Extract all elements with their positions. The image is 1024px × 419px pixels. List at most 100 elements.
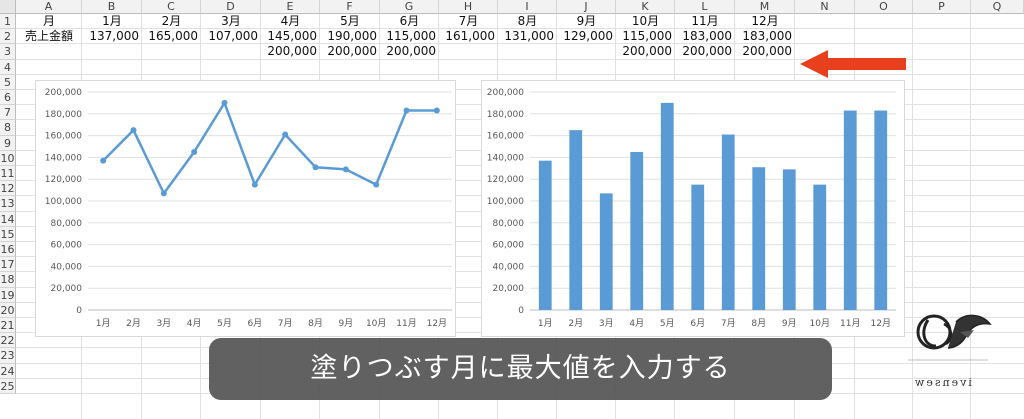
column-header-e[interactable]: E — [261, 0, 320, 14]
cell-f1[interactable]: 5月 — [340, 14, 360, 28]
column-header-d[interactable]: D — [201, 0, 261, 14]
cell-f3[interactable]: 200,000 — [327, 44, 377, 59]
row-header-8[interactable]: 8 — [0, 120, 16, 136]
row-header-1[interactable]: 1 — [0, 14, 16, 30]
cell-j1[interactable]: 9月 — [576, 14, 597, 28]
cell-e1[interactable]: 4月 — [280, 14, 301, 28]
row-header-12[interactable]: 12 — [0, 181, 16, 197]
row-header-24[interactable]: 24 — [0, 363, 16, 379]
x-tick-label: 7月 — [278, 318, 293, 329]
data-point — [160, 190, 167, 197]
column-header-k[interactable]: K — [616, 0, 675, 14]
cell-m2[interactable]: 183,000 — [742, 29, 792, 44]
column-header-j[interactable]: J — [557, 0, 616, 14]
x-tick-label: 3月 — [599, 318, 614, 329]
data-point — [373, 181, 380, 188]
data-point — [130, 127, 137, 134]
column-header-n[interactable]: N — [795, 0, 855, 14]
cell-e3[interactable]: 200,000 — [267, 44, 317, 59]
column-header-o[interactable]: O — [855, 0, 913, 14]
column-header-a[interactable]: A — [16, 0, 82, 14]
y-tick-label: 160,000 — [45, 132, 82, 142]
column-header-g[interactable]: G — [380, 0, 439, 14]
cell-m1[interactable]: 12月 — [751, 14, 779, 28]
column-header-i[interactable]: I — [498, 0, 557, 14]
row-header-15[interactable]: 15 — [0, 226, 16, 242]
cell-c1[interactable]: 2月 — [161, 14, 182, 28]
cell-a2[interactable]: 売上金額 — [24, 29, 73, 44]
cell-f2[interactable]: 190,000 — [327, 29, 377, 44]
row-header-10[interactable]: 10 — [0, 150, 16, 166]
column-header-b[interactable]: B — [82, 0, 142, 14]
bar — [538, 160, 552, 310]
cell-l1[interactable]: 11月 — [691, 14, 719, 28]
y-tick-label: 60,000 — [51, 241, 83, 251]
cell-c2[interactable]: 165,000 — [148, 29, 198, 44]
row-header-11[interactable]: 11 — [0, 166, 16, 182]
cell-l2[interactable]: 183,000 — [682, 29, 732, 44]
row-gridline — [16, 58, 1024, 60]
y-tick-label: 120,000 — [45, 175, 82, 185]
x-tick-label: 6月 — [247, 318, 262, 329]
y-tick-label: 0 — [518, 306, 524, 316]
x-tick-label: 9月 — [782, 318, 797, 329]
cell-e2[interactable]: 145,000 — [267, 29, 317, 44]
row-header-4[interactable]: 4 — [0, 59, 16, 75]
column-header-l[interactable]: L — [675, 0, 735, 14]
bar — [691, 184, 705, 310]
column-header-m[interactable]: M — [735, 0, 795, 14]
column-header-q[interactable]: Q — [971, 0, 1024, 14]
cell-g1[interactable]: 6月 — [399, 14, 420, 28]
cell-h1[interactable]: 7月 — [458, 14, 479, 28]
cell-j2[interactable]: 129,000 — [563, 29, 613, 44]
cell-k3[interactable]: 200,000 — [622, 44, 672, 59]
cell-g3[interactable]: 200,000 — [386, 44, 436, 59]
column-header-p[interactable]: P — [913, 0, 971, 14]
cell-i2[interactable]: 131,000 — [504, 29, 554, 44]
row-header-22[interactable]: 22 — [0, 333, 16, 349]
row-header-5[interactable]: 5 — [0, 74, 16, 90]
cell-i1[interactable]: 8月 — [517, 14, 538, 28]
line-chart[interactable]: 0 20,000 40,000 60,000 80,000 100,000 120,000 1… — [35, 80, 456, 337]
row-header-25[interactable]: 25 — [0, 378, 16, 394]
cell-k2[interactable]: 115,000 — [622, 29, 672, 44]
cell-d2[interactable]: 107,000 — [208, 29, 258, 44]
row-header-9[interactable]: 9 — [0, 135, 16, 151]
row-header-7[interactable]: 7 — [0, 105, 16, 121]
column-header-c[interactable]: C — [142, 0, 201, 14]
row-header-18[interactable]: 18 — [0, 272, 16, 288]
select-all-corner[interactable] — [0, 0, 16, 14]
x-tick-label: 1月 — [538, 318, 553, 329]
cell-d1[interactable]: 3月 — [221, 14, 241, 28]
cell-m3[interactable]: 200,000 — [742, 44, 792, 59]
row-header-21[interactable]: 21 — [0, 318, 16, 334]
cell-k1[interactable]: 10月 — [631, 14, 660, 28]
cell-b2[interactable]: 137,000 — [89, 29, 139, 44]
row-header-16[interactable]: 16 — [0, 242, 16, 258]
row-header-23[interactable]: 23 — [0, 348, 16, 364]
row-header-2[interactable]: 2 — [0, 29, 16, 45]
row-header-6[interactable]: 6 — [0, 90, 16, 106]
row-header-14[interactable]: 14 — [0, 211, 16, 227]
row-header-17[interactable]: 17 — [0, 257, 16, 273]
cell-a1[interactable]: 月 — [42, 14, 55, 28]
x-tick-label: 10月 — [810, 318, 830, 329]
cell-h2[interactable]: 161,000 — [445, 29, 495, 44]
row-header-19[interactable]: 19 — [0, 287, 16, 303]
bar-chart[interactable]: 0 20,000 40,000 60,000 80,000 100,000 120,000 1… — [481, 80, 905, 337]
caption-overlay: 塗りつぶす月に最大値を入力する — [209, 338, 832, 400]
x-tick-label: 3月 — [156, 318, 171, 329]
cell-l3[interactable]: 200,000 — [682, 44, 732, 59]
row-header-20[interactable]: 20 — [0, 302, 16, 318]
row-header-13[interactable]: 13 — [0, 196, 16, 212]
row-header-3[interactable]: 3 — [0, 44, 16, 60]
column-header-h[interactable]: H — [439, 0, 498, 14]
x-tick-label: 4月 — [629, 318, 644, 329]
column-header-f[interactable]: F — [320, 0, 380, 14]
x-tick-label: 2月 — [126, 318, 141, 329]
y-tick-label: 40,000 — [493, 262, 525, 272]
cell-g2[interactable]: 115,000 — [386, 29, 436, 44]
y-tick-label: 200,000 — [487, 88, 524, 98]
cell-b1[interactable]: 1月 — [102, 14, 122, 28]
